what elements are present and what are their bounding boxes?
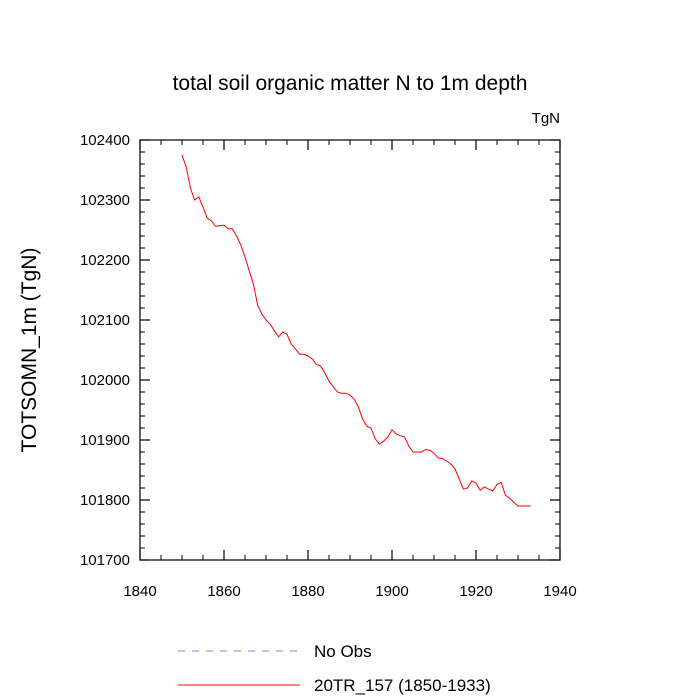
- chart-title: total soil organic matter N to 1m depth: [173, 72, 528, 95]
- x-tick-label: 1880: [291, 583, 324, 600]
- y-tick-label: 102400: [80, 132, 130, 149]
- x-tick-label: 1860: [207, 583, 240, 600]
- y-axis-label: TOTSOMN_1m (TgN): [18, 248, 41, 453]
- y-tick-label: 101900: [80, 432, 130, 449]
- series-layer: [181, 154, 531, 507]
- minor-ticks: [140, 140, 560, 560]
- y-tick-label: 102200: [80, 252, 130, 269]
- x-axis: 1840 1860 1880 1900 1920 1940: [123, 140, 577, 600]
- y-tick-label: 102100: [80, 312, 130, 329]
- legend: No Obs 20TR_157 (1850-1933): [178, 642, 491, 695]
- y-tick-label: 101800: [80, 492, 130, 509]
- legend-label: No Obs: [314, 642, 372, 661]
- legend-label: 20TR_157 (1850-1933): [314, 676, 491, 695]
- x-tick-label: 1920: [459, 583, 492, 600]
- x-tick-label: 1940: [543, 583, 576, 600]
- y-axis: 101700 101800 101900 102000 102100 102200 1023…: [80, 132, 560, 569]
- y-tick-label: 101700: [80, 552, 130, 569]
- y-tick-label: 102300: [80, 192, 130, 209]
- x-tick-label: 1840: [123, 583, 156, 600]
- series-line: [181, 154, 531, 507]
- y-tick-label: 102000: [80, 372, 130, 389]
- x-tick-label: 1900: [375, 583, 408, 600]
- plot-frame: [139, 139, 561, 561]
- units-label: TgN: [532, 110, 560, 127]
